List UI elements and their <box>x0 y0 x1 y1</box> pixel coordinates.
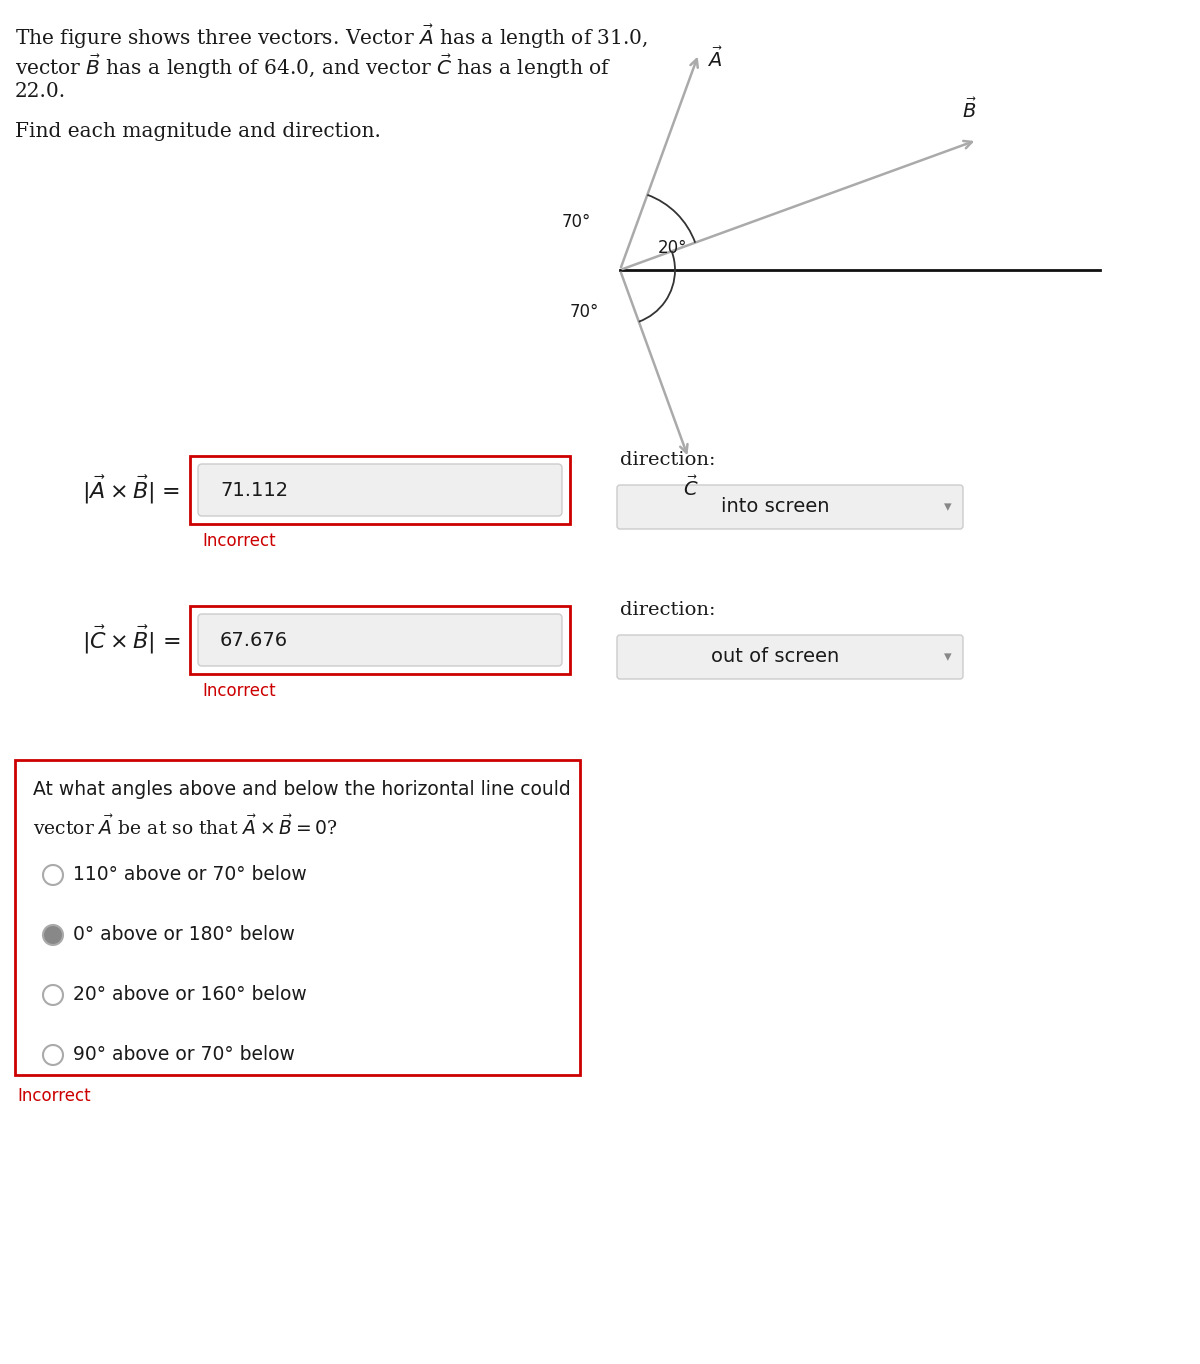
Circle shape <box>43 985 64 1005</box>
FancyBboxPatch shape <box>190 456 570 524</box>
Circle shape <box>43 1045 64 1065</box>
FancyBboxPatch shape <box>617 486 964 529</box>
Circle shape <box>43 925 64 945</box>
FancyBboxPatch shape <box>190 606 570 674</box>
Text: Find each magnitude and direction.: Find each magnitude and direction. <box>14 121 380 140</box>
Text: At what angles above and below the horizontal line could: At what angles above and below the horiz… <box>34 780 571 799</box>
Text: Incorrect: Incorrect <box>202 532 276 550</box>
FancyBboxPatch shape <box>617 636 964 679</box>
Text: vector $\vec{B}$ has a length of 64.0, and vector $\vec{C}$ has a length of: vector $\vec{B}$ has a length of 64.0, a… <box>14 52 611 80</box>
Text: ▾: ▾ <box>944 499 952 514</box>
Text: direction:: direction: <box>620 602 715 619</box>
Text: $|\vec{C} \times \vec{B}|$ =: $|\vec{C} \times \vec{B}|$ = <box>82 623 180 656</box>
Text: 0° above or 180° below: 0° above or 180° below <box>73 926 295 944</box>
Text: 71.112: 71.112 <box>220 480 288 499</box>
Text: $\vec{A}$: $\vec{A}$ <box>707 46 722 71</box>
Text: 20° above or 160° below: 20° above or 160° below <box>73 986 307 1004</box>
FancyBboxPatch shape <box>14 760 580 1075</box>
Text: 90° above or 70° below: 90° above or 70° below <box>73 1045 295 1064</box>
FancyBboxPatch shape <box>198 614 562 666</box>
Text: Incorrect: Incorrect <box>202 682 276 700</box>
Text: 70°: 70° <box>562 213 592 231</box>
Text: 20°: 20° <box>658 239 688 256</box>
Text: 70°: 70° <box>570 303 599 321</box>
FancyBboxPatch shape <box>198 464 562 516</box>
Text: The figure shows three vectors. Vector $\vec{A}$ has a length of 31.0,: The figure shows three vectors. Vector $… <box>14 22 648 50</box>
Text: Incorrect: Incorrect <box>17 1087 91 1105</box>
Text: $\vec{C}$: $\vec{C}$ <box>684 476 698 501</box>
Text: 67.676: 67.676 <box>220 630 288 649</box>
Text: ▾: ▾ <box>944 649 952 664</box>
Text: into screen: into screen <box>721 498 829 517</box>
Text: $\vec{B}$: $\vec{B}$ <box>962 98 977 121</box>
Text: 22.0.: 22.0. <box>14 82 66 101</box>
Text: $|\vec{A} \times \vec{B}|$ =: $|\vec{A} \times \vec{B}|$ = <box>82 473 180 506</box>
Text: 110° above or 70° below: 110° above or 70° below <box>73 866 307 884</box>
Text: vector $\vec{A}$ be at so that $\vec{A} \times \vec{B} = 0$?: vector $\vec{A}$ be at so that $\vec{A} … <box>34 816 337 839</box>
Circle shape <box>43 865 64 885</box>
Text: out of screen: out of screen <box>710 648 839 667</box>
Text: direction:: direction: <box>620 451 715 469</box>
